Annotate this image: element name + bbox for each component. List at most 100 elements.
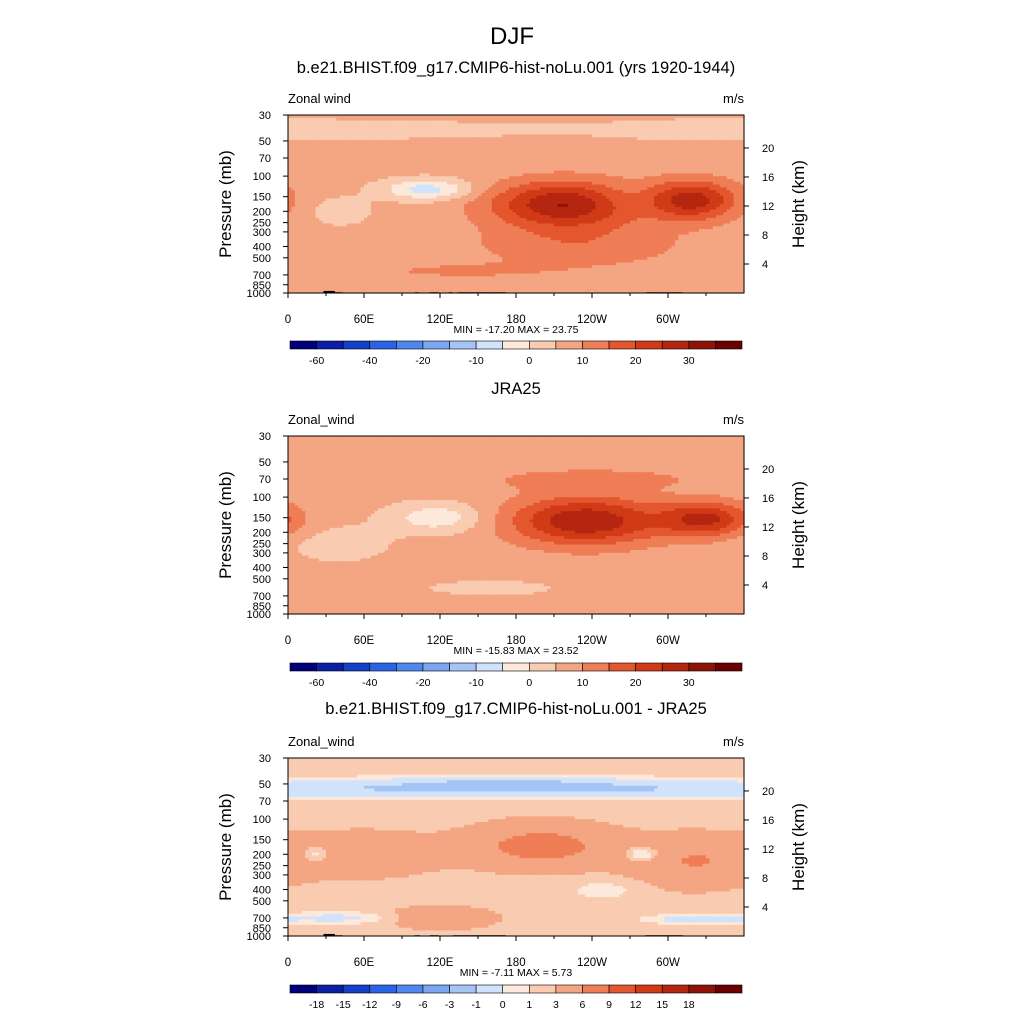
contour-cell xyxy=(388,176,393,180)
contour-cell xyxy=(319,231,324,236)
contour-cell xyxy=(367,270,372,275)
contour-cell xyxy=(336,123,341,127)
contour-cell xyxy=(322,276,327,280)
contour-cell xyxy=(364,187,369,191)
contour-cell xyxy=(453,242,458,247)
contour-cell xyxy=(336,198,341,202)
contour-cell xyxy=(426,226,431,230)
contour-cell xyxy=(391,184,396,188)
contour-cell xyxy=(381,176,386,180)
contour-cell xyxy=(367,217,372,222)
contour-cell xyxy=(305,273,310,277)
contour-cell xyxy=(370,120,375,124)
contour-cell xyxy=(391,242,396,247)
contour-cell xyxy=(360,212,365,216)
contour-cell xyxy=(346,184,351,188)
contour-cell xyxy=(446,115,451,119)
contour-cell xyxy=(357,279,362,283)
contour-cell xyxy=(460,242,465,247)
contour-cell xyxy=(367,223,372,227)
contour-cell xyxy=(343,115,348,119)
contour-cell xyxy=(294,242,299,247)
contour-cell xyxy=(377,156,382,161)
contour-cell xyxy=(322,245,327,250)
contour-cell xyxy=(305,170,310,175)
contour-cell xyxy=(412,142,417,147)
contour-cell xyxy=(398,237,403,241)
contour-cell xyxy=(405,237,410,241)
contour-cell xyxy=(384,276,389,280)
contour-cell xyxy=(312,223,317,227)
contour-cell xyxy=(305,117,310,122)
contour-cell xyxy=(471,151,476,155)
contour-cell xyxy=(398,254,403,258)
contour-cell xyxy=(322,131,327,136)
contour-cell xyxy=(339,170,344,175)
contour-cell xyxy=(343,128,348,133)
contour-cell xyxy=(305,198,310,202)
contour-cell xyxy=(429,195,434,200)
contour-cell xyxy=(374,148,379,152)
contour-cell xyxy=(315,256,320,261)
contour-cell xyxy=(464,140,469,144)
contour-cell xyxy=(398,265,403,269)
contour-cell xyxy=(450,206,455,211)
contour-cell xyxy=(332,256,337,261)
contour-cell xyxy=(367,170,372,175)
contour-cell xyxy=(329,148,334,152)
contour-cell xyxy=(471,140,476,144)
contour-cell xyxy=(450,237,455,241)
contour-cell xyxy=(415,153,420,158)
contour-cell xyxy=(422,240,427,244)
contour-cell xyxy=(343,254,348,258)
contour-cell xyxy=(305,262,310,266)
contour-cell xyxy=(412,234,417,238)
contour-cell xyxy=(402,151,407,155)
contour-cell xyxy=(419,217,424,222)
contour-cell xyxy=(415,181,420,186)
contour-cell xyxy=(315,231,320,236)
contour-cell xyxy=(436,159,441,163)
contour-cell xyxy=(467,159,472,163)
contour-cell xyxy=(408,187,413,191)
contour-cell xyxy=(298,226,303,230)
contour-cell xyxy=(367,256,372,261)
contour-cell xyxy=(460,170,465,175)
contour-cell xyxy=(450,117,455,122)
contour-cell xyxy=(426,276,431,280)
contour-cell xyxy=(367,262,372,266)
contour-cell xyxy=(443,231,448,236)
contour-cell xyxy=(350,181,355,186)
contour-cell xyxy=(315,223,320,227)
contour-cell xyxy=(419,148,424,152)
contour-cell xyxy=(377,267,382,272)
contour-cell xyxy=(346,159,351,163)
contour-cell xyxy=(294,176,299,180)
contour-cell xyxy=(291,273,296,277)
contour-cell xyxy=(426,184,431,188)
contour-cell xyxy=(326,265,331,269)
contour-cell xyxy=(422,279,427,283)
contour-cell xyxy=(464,153,469,158)
contour-cell xyxy=(374,204,379,208)
contour-cell xyxy=(308,265,313,269)
contour-cell xyxy=(381,187,386,191)
contour-cell xyxy=(357,173,362,177)
contour-cell xyxy=(364,237,369,241)
contour-cell xyxy=(308,115,313,119)
contour-cell xyxy=(294,262,299,266)
contour-cell xyxy=(384,145,389,149)
contour-cell xyxy=(346,223,351,227)
contour-cell xyxy=(301,170,306,175)
contour-cell xyxy=(350,170,355,175)
contour-cell xyxy=(426,248,431,252)
contour-cell xyxy=(319,151,324,155)
contour-cell xyxy=(288,128,293,133)
contour-cell xyxy=(446,229,451,233)
contour-cell xyxy=(367,251,372,255)
contour-cell xyxy=(402,276,407,280)
contour-cell xyxy=(395,173,400,177)
contour-cell xyxy=(460,281,465,286)
contour-cell xyxy=(353,270,358,275)
contour-cell xyxy=(415,192,420,197)
